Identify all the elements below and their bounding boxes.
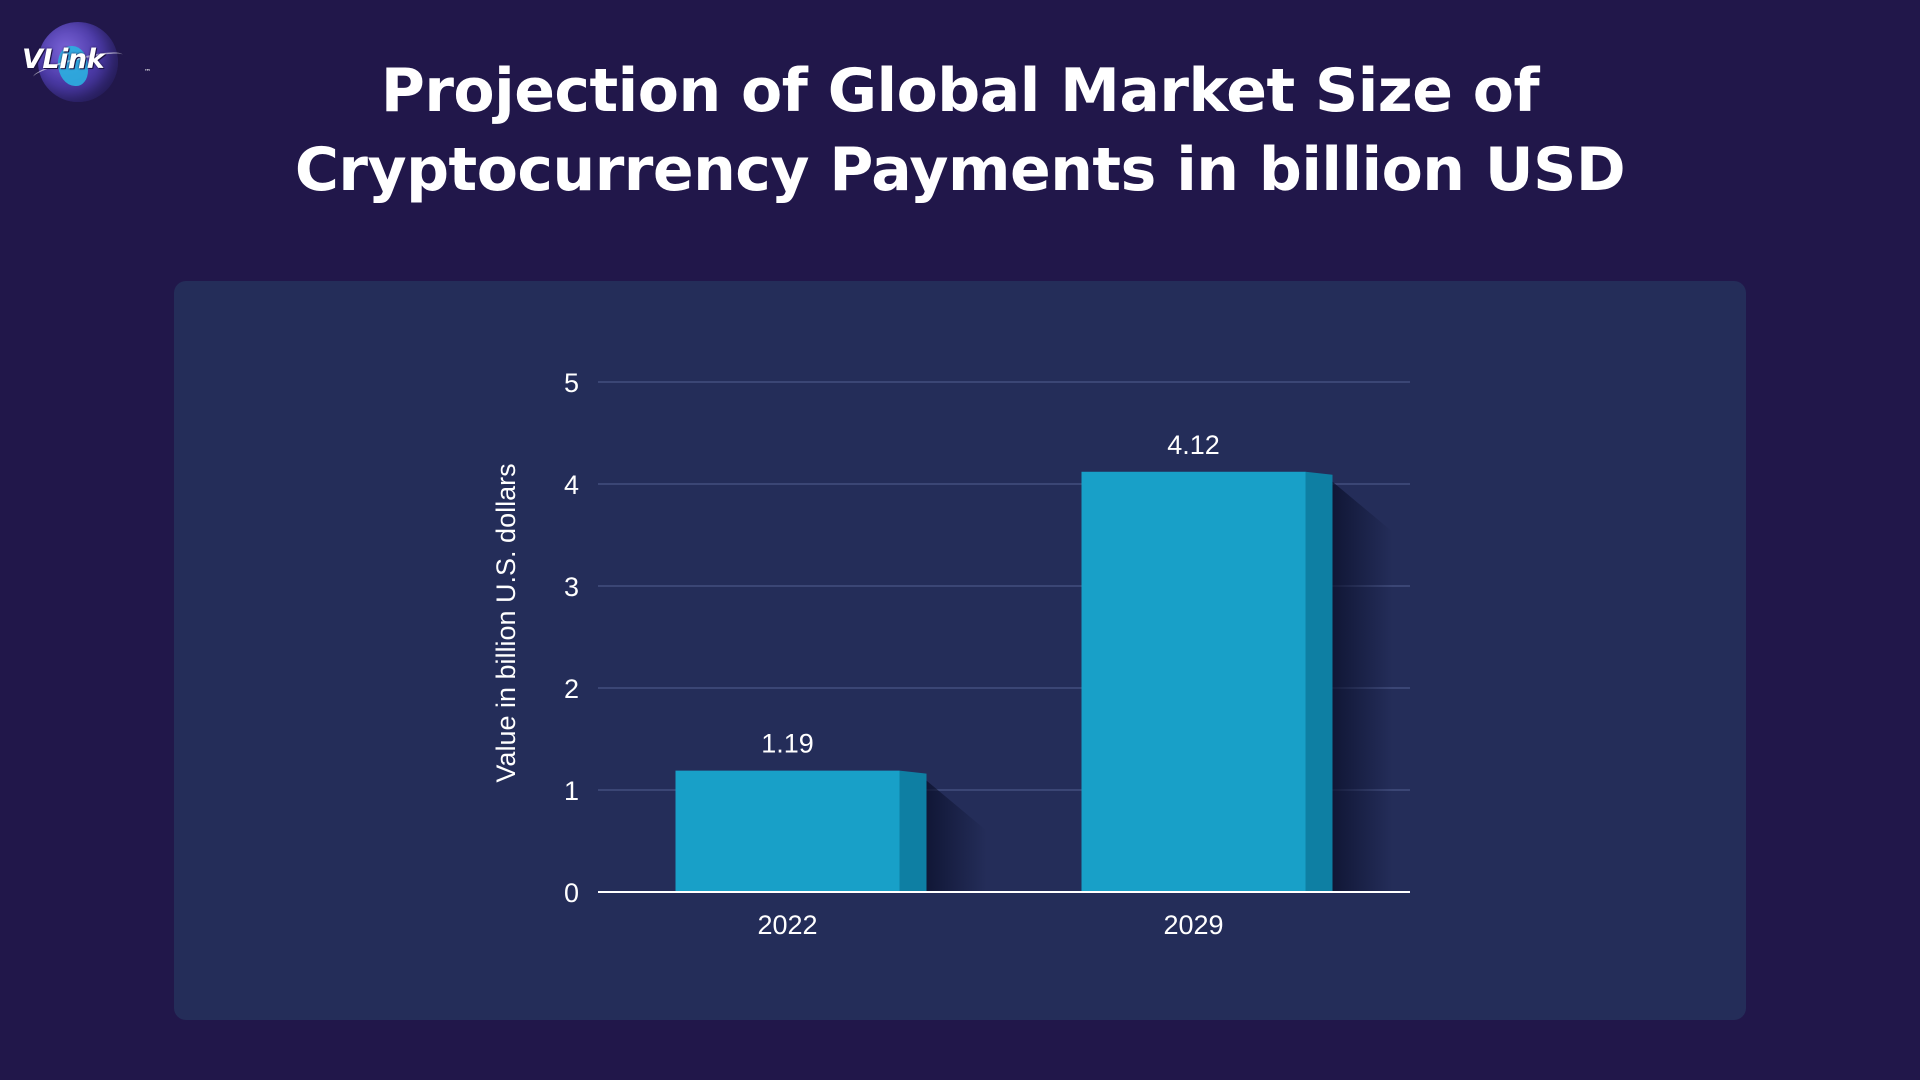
logo-text: VLink: [22, 44, 105, 75]
logo-trademark: ™: [144, 68, 151, 76]
title-line-2: Cryptocurrency Payments in billion USD: [294, 135, 1626, 205]
globe-icon: [38, 22, 118, 102]
y-tick-label: 2: [564, 674, 579, 704]
title-line-1: Projection of Global Market Size of: [380, 56, 1540, 126]
bar-group: [675, 770, 987, 892]
bar-group: [1081, 471, 1393, 892]
page-title: Projection of Global Market Size of Cryp…: [260, 52, 1660, 210]
data-label: 4.12: [1167, 430, 1220, 460]
y-tick-label: 1: [564, 776, 579, 806]
y-tick-label: 5: [564, 368, 579, 398]
x-tick-label: 2029: [1163, 910, 1223, 940]
vlink-logo: VLink ™: [20, 20, 151, 105]
bar-side: [1305, 471, 1333, 892]
labels: 1.19 2022 4.12 2029: [757, 430, 1223, 940]
y-axis-label: Value in billion U.S. dollars: [491, 463, 521, 782]
bar: [675, 770, 900, 892]
bar: [1081, 471, 1306, 892]
y-tick-label: 3: [564, 572, 579, 602]
chart-panel: [174, 281, 1746, 1020]
bar-shadow: [1332, 481, 1393, 892]
y-tick-label: 0: [564, 878, 579, 908]
bars: [675, 471, 1393, 892]
bar-side: [899, 770, 927, 892]
bar-shadow: [926, 780, 987, 892]
y-tick-label: 4: [564, 470, 579, 500]
x-tick-label: 2022: [757, 910, 817, 940]
y-axis-ticks: 0 1 2 3 4 5: [564, 368, 579, 908]
data-label: 1.19: [761, 729, 814, 759]
